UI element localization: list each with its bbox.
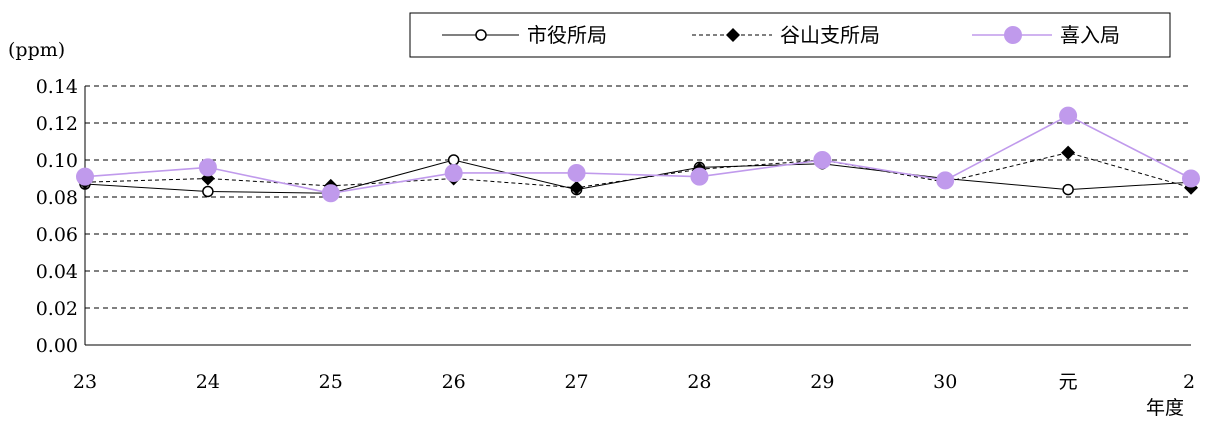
data-point xyxy=(198,158,217,177)
data-point xyxy=(690,167,709,186)
y-tick-label: 0.14 xyxy=(36,76,78,98)
data-point xyxy=(202,185,214,198)
data-point xyxy=(567,163,586,182)
series-3 xyxy=(76,106,1200,203)
legend-label: 市役所局 xyxy=(527,23,607,47)
data-point xyxy=(447,154,460,166)
series-line xyxy=(84,114,1192,195)
legend-label: 喜入局 xyxy=(1060,23,1120,47)
x-tick-label: 25 xyxy=(319,371,343,393)
data-point xyxy=(936,171,955,190)
y-tick-labels: 0.00 0.02 0.04 0.06 0.08 0.10 0.12 0.14 xyxy=(36,76,78,357)
x-tick-label: 23 xyxy=(73,371,97,393)
y-axis-label: (ppm) xyxy=(8,39,65,61)
x-tick-labels: 23 24 25 26 27 28 29 30 元 2 xyxy=(73,371,1195,393)
y-tick-label: 0.02 xyxy=(36,298,78,320)
x-tick-label: 30 xyxy=(933,371,957,393)
legend: 市役所局 谷山支所局 喜入局 xyxy=(409,12,1171,58)
x-tick-label: 29 xyxy=(810,371,834,393)
legend-item: 喜入局 xyxy=(972,23,1120,47)
data-point xyxy=(1182,169,1200,188)
y-tick-label: 0.12 xyxy=(36,113,78,135)
data-point xyxy=(1059,106,1078,125)
x-tick-label: 26 xyxy=(442,371,466,393)
y-tick-label: 0.06 xyxy=(36,224,78,246)
data-point xyxy=(76,167,94,186)
data-point xyxy=(444,163,463,182)
series-1 xyxy=(79,154,1197,200)
series-group xyxy=(76,106,1200,203)
y-tick-label: 0.10 xyxy=(36,150,78,172)
legend-item: 市役所局 xyxy=(442,23,607,47)
x-axis-label: 年度 xyxy=(1146,397,1184,419)
legend-item: 谷山支所局 xyxy=(692,23,880,47)
data-point xyxy=(569,180,584,195)
x-tick-label: 28 xyxy=(687,371,711,393)
x-tick-label: 24 xyxy=(196,371,220,393)
legend-label: 谷山支所局 xyxy=(780,23,880,47)
x-tick-label: 2 xyxy=(1183,371,1195,393)
x-tick-label: 元 xyxy=(1059,371,1078,393)
data-point xyxy=(321,184,340,203)
series-line xyxy=(84,152,1192,189)
data-point xyxy=(1004,26,1022,44)
data-point xyxy=(726,28,740,42)
x-tick-label: 27 xyxy=(564,371,588,393)
series-2 xyxy=(78,145,1198,195)
data-point xyxy=(475,29,487,41)
y-tick-label: 0.08 xyxy=(36,187,78,209)
gridlines xyxy=(85,85,1191,309)
data-point xyxy=(1062,183,1074,196)
axes xyxy=(84,86,1191,346)
data-point xyxy=(813,151,832,169)
y-tick-label: 0.00 xyxy=(36,335,78,357)
y-tick-label: 0.04 xyxy=(36,261,78,283)
data-point xyxy=(1061,145,1076,160)
